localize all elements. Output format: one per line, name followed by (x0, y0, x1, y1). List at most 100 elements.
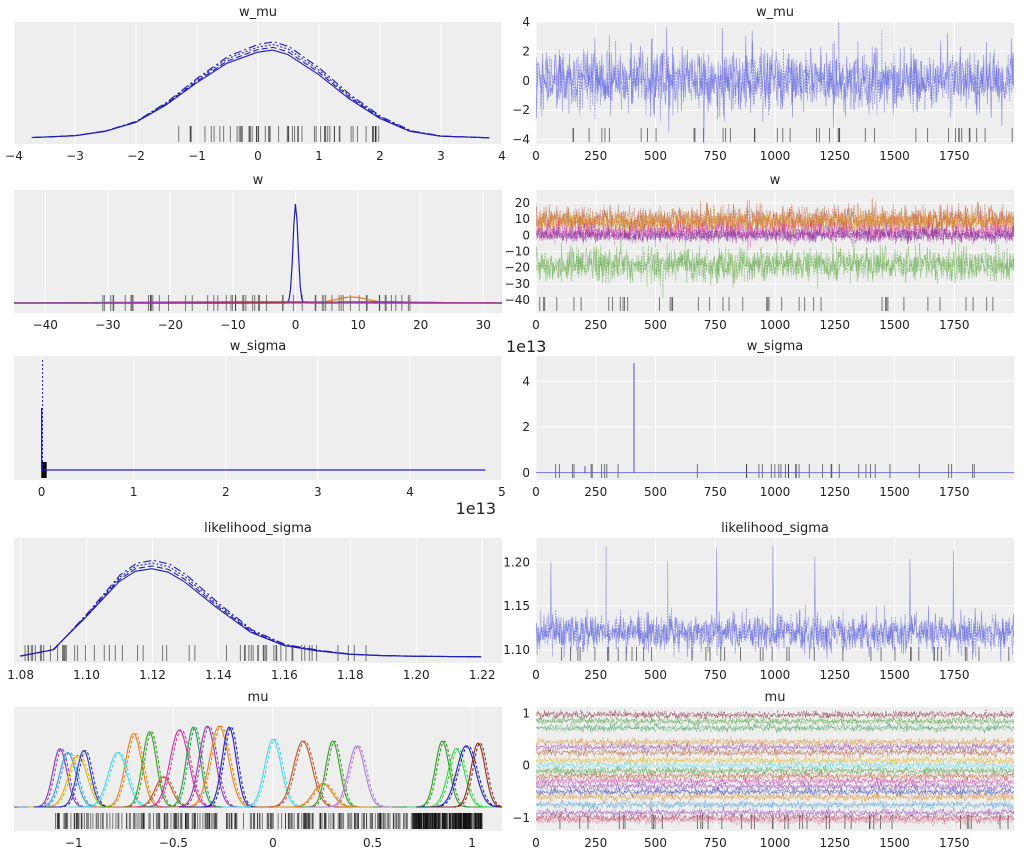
panel-title: w_mu (756, 5, 794, 20)
x-tick-label: 1.10 (73, 668, 100, 682)
trace-line (536, 790, 1014, 804)
panel-w_mu_trace: w_mu 0 250 500 750 1000 1250 1500 1750 −4 −2 0 2 4 (512, 5, 1014, 163)
trace-line (536, 759, 1014, 772)
trace-line (536, 799, 1014, 811)
x-tick-label: 0 (254, 149, 262, 163)
x-tick-label: 1750 (939, 836, 970, 850)
x-tick-label: 1250 (819, 318, 850, 332)
y-tick-label: −20 (505, 261, 530, 275)
x-tick-label: 1.22 (469, 668, 496, 682)
trace-line (536, 722, 1014, 734)
plot-area (536, 545, 1014, 662)
y-tick-label: −1 (512, 811, 530, 825)
panel-title: w (253, 173, 264, 188)
x-tick-label: 4 (498, 149, 506, 163)
trace-line (536, 770, 1014, 782)
panel-likelihood_sigma_trace: likelihood_sigma 0 250 500 750 1000 1250 1500 17… (503, 521, 1014, 682)
x-tick-label: 250 (584, 318, 607, 332)
panel-mu_kde: mu −1 −0.5 0 0.5 1 (14, 690, 502, 850)
kde-line (32, 44, 491, 139)
y-tick-label: −30 (505, 277, 530, 291)
x-tick-label: 1750 (939, 318, 970, 332)
x-tick-label: −3 (66, 149, 84, 163)
plot-area (14, 204, 502, 311)
plot-area (19, 559, 483, 661)
x-tick-label: −4 (5, 149, 23, 163)
trace-line (536, 779, 1014, 795)
x-tick-label: −10 (220, 318, 245, 332)
trace-line (536, 746, 1014, 759)
x-tick-label: −2 (127, 149, 145, 163)
x-tick-label: 750 (704, 149, 727, 163)
kde-line (428, 742, 502, 808)
x-tick-label: 0 (38, 485, 46, 499)
x-tick-label: 1500 (879, 836, 910, 850)
x-tick-label: 0 (269, 836, 277, 850)
plot-area (536, 362, 1014, 478)
trace-line (536, 791, 1014, 803)
x-tick-label: 1250 (819, 149, 850, 163)
x-tick-label: 3 (437, 149, 445, 163)
trace-line (536, 708, 1014, 721)
y-tick-label: 1.20 (503, 555, 530, 569)
x-tick-label: 250 (584, 485, 607, 499)
x-tick-label: −0.5 (159, 836, 188, 850)
kde-line (32, 46, 490, 139)
trace-line (536, 715, 1014, 727)
x-tick-label: 1250 (819, 668, 850, 682)
x-tick-label: 20 (413, 318, 428, 332)
x-tick-label: 1750 (939, 149, 970, 163)
panel-likelihood_sigma_kde: likelihood_sigma 1.08 1.10 1.12 1.14 1.16 1.18… (7, 521, 502, 682)
y-tick-label: −40 (505, 293, 530, 307)
x-tick-label: 250 (584, 668, 607, 682)
y-tick-label: 0 (522, 228, 530, 242)
x-tick-label: −20 (158, 318, 183, 332)
panel-title: w_mu (239, 5, 277, 20)
x-tick-label: −30 (95, 318, 120, 332)
x-tick-label: 0 (532, 318, 540, 332)
kde-line (179, 726, 279, 808)
kde-line (306, 745, 407, 808)
trace-line (536, 736, 1014, 748)
trace-line (536, 775, 1014, 788)
trace-line (536, 775, 1014, 788)
trace-line (536, 798, 1014, 811)
y-tick-label: 4 (522, 15, 530, 29)
x-tick-label: 1250 (819, 836, 850, 850)
x-tick-label: 0 (292, 318, 300, 332)
x-tick-label: 1500 (879, 318, 910, 332)
panel-title: w (770, 173, 781, 188)
x-tick-label: 4 (406, 485, 414, 499)
panel-mu_trace: mu0 250 500 750 1000 1250 1500 1750−101 (512, 690, 1014, 850)
x-tick-label: 1 (315, 149, 323, 163)
y-tick-label: 10 (515, 212, 530, 226)
y-tick-label: −4 (512, 133, 530, 147)
panel-w_kde: w −40 −30 −20 −10 0 10 20 30 (14, 173, 502, 332)
x-tick-label: 0.5 (363, 836, 382, 850)
panel-w_mu_kde: w_mu −4 −3 −2 −1 0 1 2 3 4 (5, 5, 506, 163)
x-tick-label: 250 (584, 149, 607, 163)
trace-line (536, 814, 1014, 827)
y-tick-label: 20 (515, 196, 530, 210)
x-tick-label: 1750 (939, 485, 970, 499)
y-tick-label: −10 (505, 245, 530, 259)
y-tick-label: 0 (522, 759, 530, 773)
panel-background (14, 538, 502, 663)
trace-line (536, 814, 1014, 827)
kde-line (21, 559, 483, 658)
x-tick-label: 1 (130, 485, 138, 499)
x-tick-label: 250 (584, 836, 607, 850)
panel-title: w_sigma (230, 339, 286, 354)
panel-w_trace: w 0 250 500 750 1000 1250 1500 1750 −40 −30 −20 −10 0… (505, 173, 1014, 332)
x-tick-label: 1250 (819, 485, 850, 499)
kde-line (14, 301, 502, 304)
x-tick-label: 750 (704, 668, 727, 682)
x-tick-label: 1000 (760, 149, 791, 163)
x-tick-label: 5 (498, 485, 506, 499)
kde-line (32, 41, 491, 139)
trace-line (536, 22, 1014, 123)
x-tick-label: 1500 (879, 668, 910, 682)
x-tick-label: −1 (188, 149, 206, 163)
kde-line (67, 751, 168, 808)
